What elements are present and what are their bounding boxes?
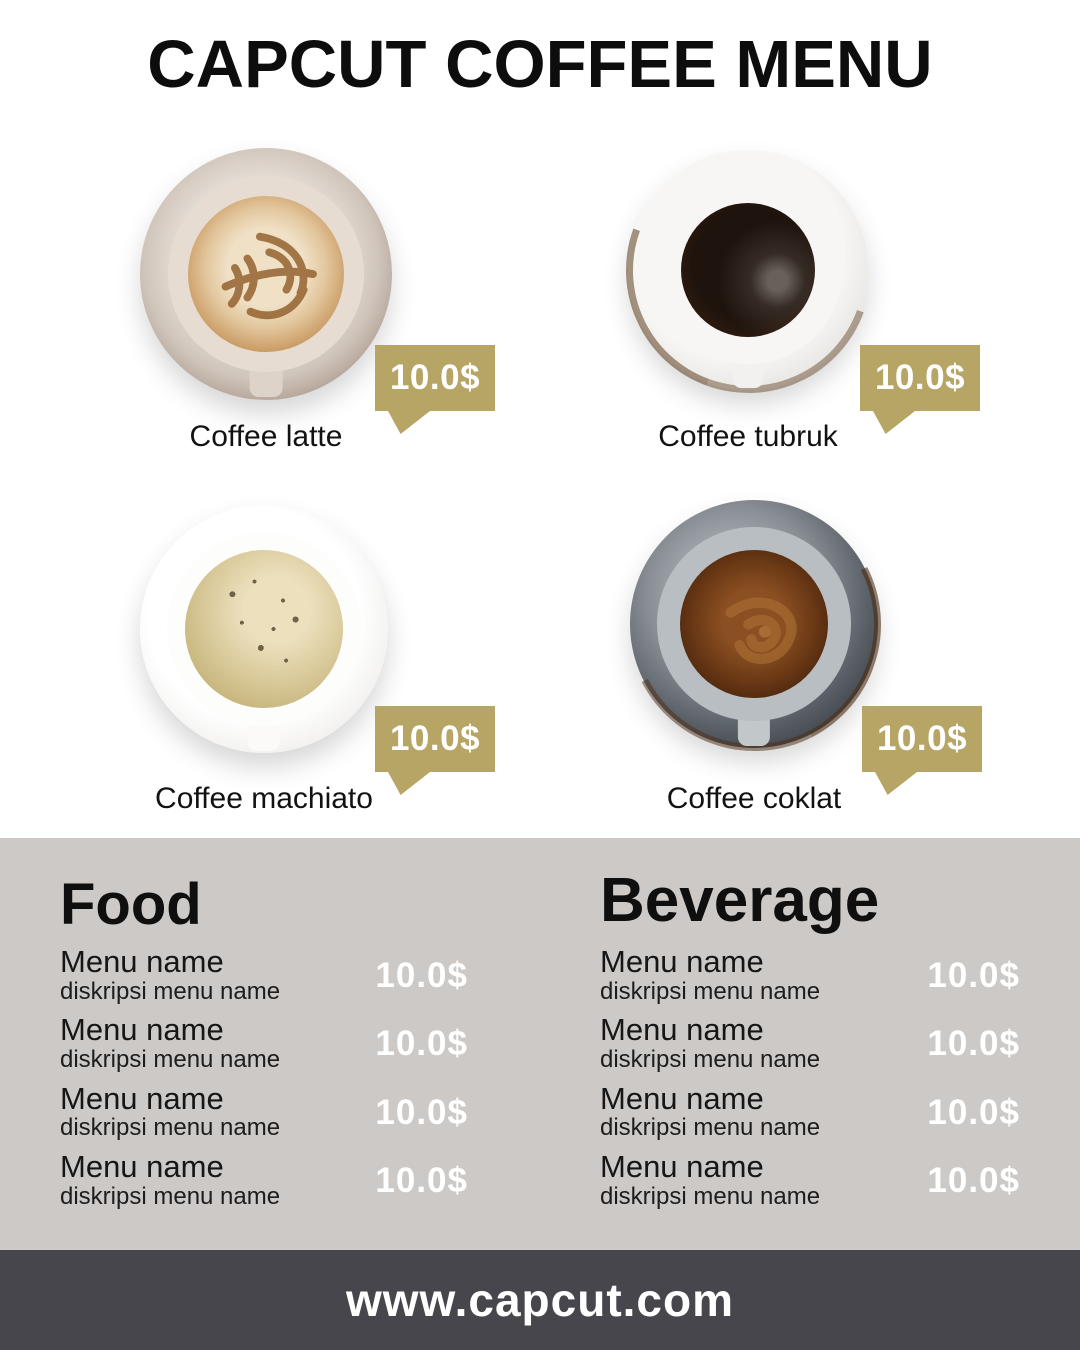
menu-item-name: Menu name (600, 944, 764, 979)
menu-item-price: 10.0$ (375, 1024, 468, 1064)
product-name: Coffee machiato (155, 782, 373, 815)
menu-item-description: diskripsi menu name (600, 1045, 821, 1073)
menu-item-text: Menu name diskripsi menu name (600, 1151, 820, 1210)
menu-item: Menu name diskripsi menu name 10.0$ (60, 1151, 490, 1210)
menu-item: Menu name diskripsi menu name 10.0$ (60, 944, 490, 1005)
menu-item-price: 10.0$ (375, 1160, 468, 1200)
coffee-surface (679, 549, 829, 699)
price-text: 10.0$ (874, 358, 966, 397)
menu-item-price: 10.0$ (375, 955, 468, 995)
menu-item-description: diskripsi menu name (60, 1045, 281, 1073)
menu-item: Menu name diskripsi menu name 10.0$ (60, 1080, 490, 1142)
coffee-latte-photo (140, 148, 392, 400)
menu-item: Menu name diskripsi menu name 10.0$ (600, 1151, 1042, 1210)
coffee-tubruk-photo (628, 150, 868, 390)
coffee-swirl-art (724, 597, 797, 664)
menu-item-text: Menu name diskripsi menu name (600, 1014, 820, 1073)
latte-art-fern (221, 232, 317, 319)
product-name: Coffee tubruk (658, 420, 838, 453)
menu-item-text: Menu name diskripsi menu name (600, 1080, 821, 1142)
beverage-section: Beverage Menu name diskripsi menu name 1… (600, 838, 1042, 1220)
price-text: 10.0$ (389, 719, 481, 758)
menu-item-text: Menu name diskripsi menu name (600, 944, 821, 1005)
menu-item-price: 10.0$ (375, 1092, 468, 1132)
menu-panel: Food Menu name diskripsi menu name 10.0$… (0, 838, 1080, 1250)
menu-item-name: Menu name (60, 1012, 224, 1048)
menu-item-name: Menu name (600, 1080, 764, 1116)
price-text: 10.0$ (876, 719, 968, 758)
menu-item-text: Menu name diskripsi menu name (60, 1151, 280, 1210)
menu-item: Menu name diskripsi menu name 10.0$ (600, 944, 1042, 1005)
menu-item-text: Menu name diskripsi menu name (60, 944, 281, 1005)
price-text: 10.0$ (389, 358, 481, 397)
coffee-coklat-photo (630, 500, 878, 748)
product-card-tubruk: 10.0$ Coffee tubruk (628, 150, 980, 453)
website-url: www.capcut.com (345, 1274, 735, 1326)
beverage-section-title: Beverage (600, 866, 880, 935)
page-title: CAPCUT COFFEE MENU (147, 27, 933, 102)
price-badge: 10.0$ (860, 345, 980, 411)
menu-item-description: diskripsi menu name (600, 1182, 821, 1210)
product-card-coklat: 10.0$ Coffee coklat (630, 500, 982, 815)
menu-item-price: 10.0$ (927, 1092, 1020, 1132)
menu-item-description: diskripsi menu name (60, 1114, 281, 1142)
menu-item-description: diskripsi menu name (600, 1114, 821, 1142)
price-badge: 10.0$ (375, 706, 495, 772)
product-name: Coffee coklat (666, 782, 842, 815)
menu-item-text: Menu name diskripsi menu name (60, 1014, 280, 1073)
menu-item-name: Menu name (60, 944, 224, 979)
price-badge: 10.0$ (375, 345, 495, 411)
coffee-surface (680, 202, 816, 338)
product-name: Coffee latte (189, 420, 343, 453)
coffee-surface (187, 195, 345, 353)
price-badge: 10.0$ (862, 706, 982, 772)
menu-item: Menu name diskripsi menu name 10.0$ (600, 1014, 1042, 1073)
menu-item-name: Menu name (600, 1012, 764, 1048)
footer: www.capcut.com (0, 1250, 1080, 1350)
coffee-machiato-photo (140, 505, 388, 753)
menu-item-price: 10.0$ (927, 1024, 1020, 1064)
menu-item-description: diskripsi menu name (60, 977, 281, 1005)
menu-item: Menu name diskripsi menu name 10.0$ (600, 1080, 1042, 1142)
menu-item-name: Menu name (60, 1080, 224, 1116)
menu-item-text: Menu name diskripsi menu name (60, 1080, 281, 1142)
menu-item-name: Menu name (60, 1149, 224, 1185)
food-section-title: Food (60, 872, 202, 937)
menu-item: Menu name diskripsi menu name 10.0$ (60, 1014, 490, 1073)
menu-item-price: 10.0$ (927, 1160, 1020, 1200)
product-card-latte: 10.0$ Coffee latte (140, 148, 495, 453)
menu-item-name: Menu name (600, 1149, 764, 1185)
coffee-surface (184, 549, 344, 709)
menu-item-description: diskripsi menu name (600, 977, 821, 1005)
product-card-machiato: 10.0$ Coffee machiato (140, 505, 495, 815)
food-section: Food Menu name diskripsi menu name 10.0$… (60, 838, 490, 1220)
menu-item-description: diskripsi menu name (60, 1182, 281, 1210)
menu-item-price: 10.0$ (927, 955, 1020, 995)
